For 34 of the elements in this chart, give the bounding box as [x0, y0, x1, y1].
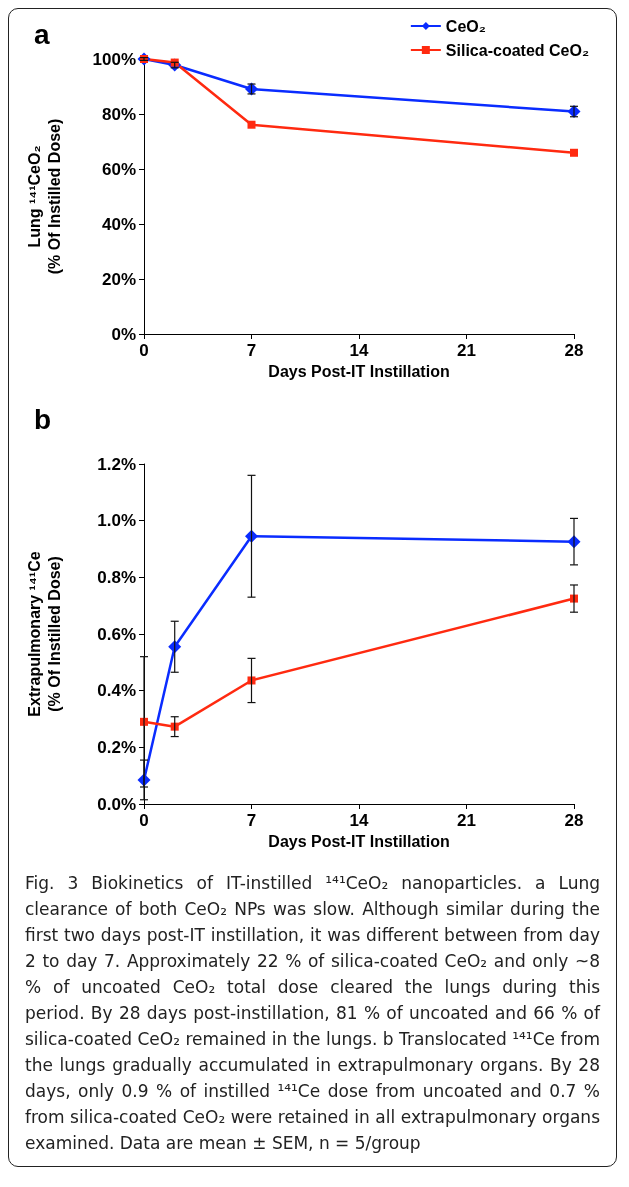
point: [570, 148, 578, 157]
x-tick-label: 0: [139, 811, 149, 830]
y-axis-title: Extrapulmonary ¹⁴¹Ce (% Of Instilled Dose): [25, 551, 63, 717]
x-tick-label: 28: [564, 341, 584, 360]
y-tick-label: 0.4%: [97, 681, 136, 701]
y-tick-label: 60%: [101, 159, 136, 179]
y-tick-label: 0.8%: [97, 567, 136, 587]
chart-title: b: [34, 403, 52, 435]
x-tick-label: 21: [457, 811, 476, 830]
x-axis-title: Days Post-IT Instillation: [268, 363, 450, 381]
y-tick-label: 80%: [101, 104, 136, 124]
chart-title: a: [34, 18, 50, 50]
y-tick-label: 0.0%: [97, 794, 136, 814]
legend-label: CeO₂: [445, 17, 486, 35]
x-tick-label: 14: [349, 811, 369, 830]
y-tick-label: 1.2%: [97, 454, 136, 474]
x-tick-label: 21: [457, 341, 476, 360]
y-tick-label: 0%: [111, 324, 136, 344]
legend-label: Silica-coated CeO₂: [445, 41, 589, 59]
y-axis-title: Lung ¹⁴¹CeO₂ (% Of Instilled Dose): [25, 118, 63, 275]
y-tick-label: 40%: [101, 214, 136, 234]
y-tick-label: 1.0%: [97, 511, 136, 531]
y-tick-label: 20%: [101, 269, 136, 289]
x-tick-label: 0: [139, 341, 149, 360]
y-tick-label: 0.2%: [97, 737, 136, 757]
x-axis-title: Days Post-IT Instillation: [268, 833, 450, 851]
y-tick-label: 0.6%: [97, 624, 136, 644]
y-tick-label: 100%: [92, 49, 136, 69]
x-tick-label: 7: [246, 811, 257, 830]
x-tick-label: 14: [349, 341, 369, 360]
x-tick-label: 28: [564, 811, 584, 830]
x-tick-label: 7: [246, 341, 257, 360]
text: Fig. 3 Biokinetics of IT-instilled ¹⁴¹CeO₂ nanoparticles. a Lung clearance of both CeO₂ NPs was slow. Although similar during the first two days post-IT instillation, it was different between from day 2 to day 7. Approximately 22 % of silica-coated CeO₂ and only ~8 % of uncoated CeO₂ total dose cleared the lungs during this period. By 28 days post-instillation, 81 % of uncoated and 66 % of silica-coated CeO₂ remained in the lungs. b Translocated ¹⁴¹Ce from the lungs gradually accumulated in extrapulmonary organs. By 28 days, only 0.9 % of instilled ¹⁴¹Ce dose from uncoated and 0.7 % from silica-coated CeO₂ were retained in all extrapulmonary organs examined. Data are mean ± SEM, n = 5/group: [25, 873, 600, 1153]
point: [247, 120, 256, 129]
